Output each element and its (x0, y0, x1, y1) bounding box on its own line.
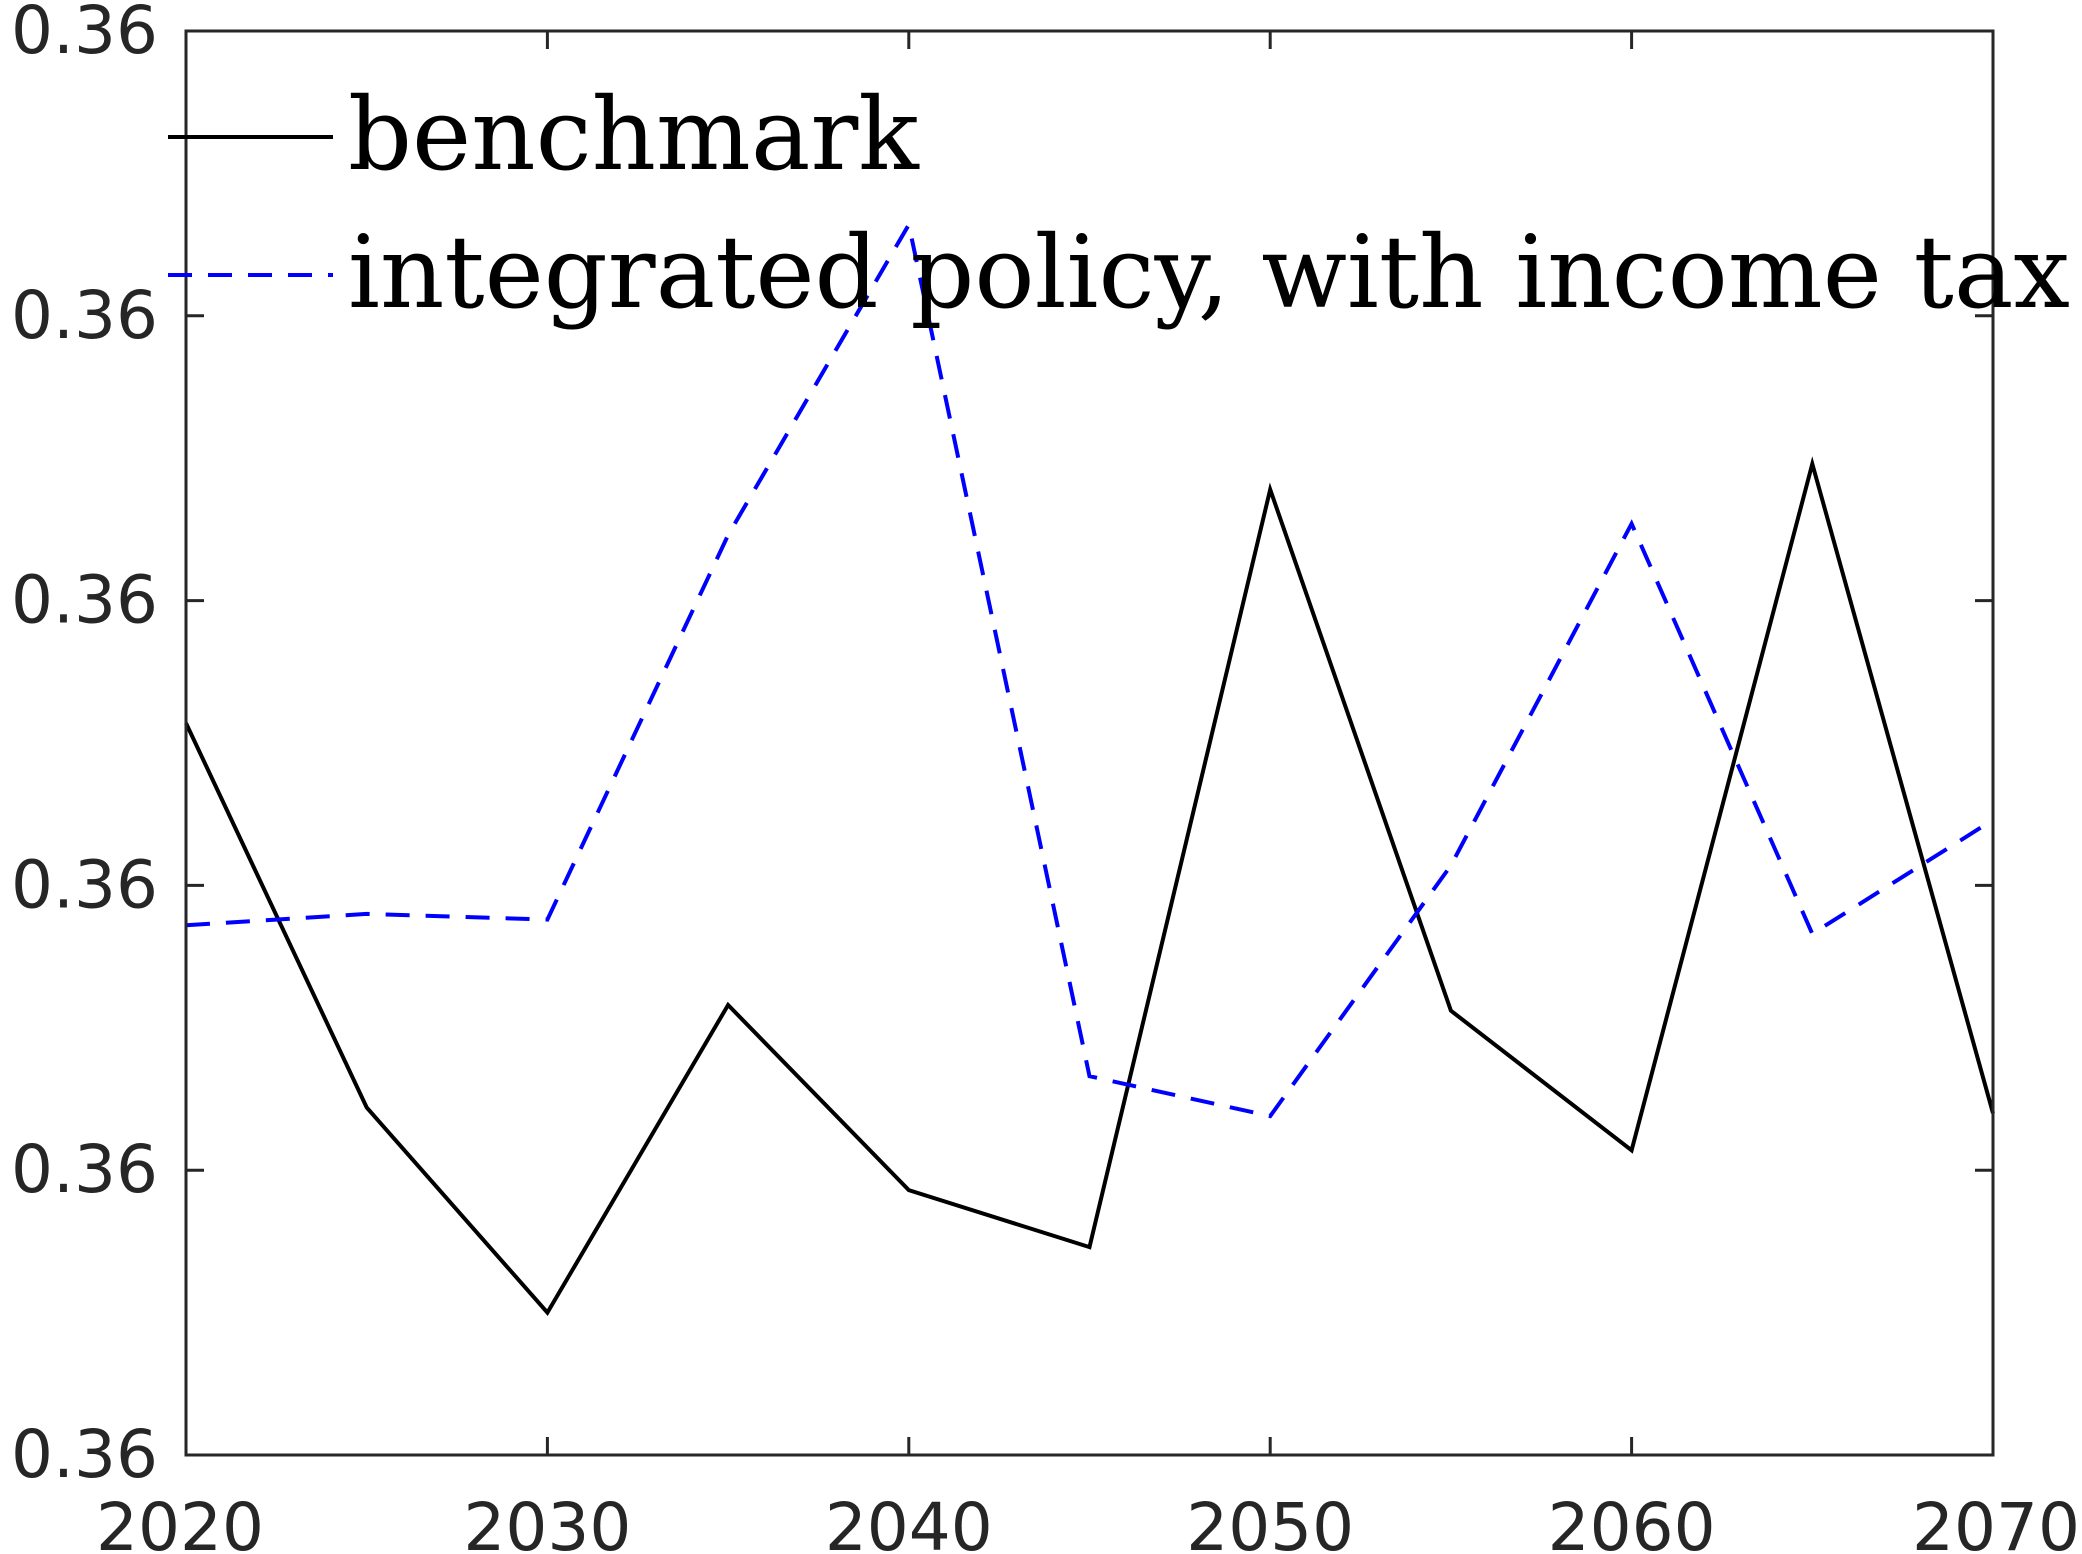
legend-label-1: benchmark (348, 76, 920, 193)
x-tick-label: 2040 (825, 1489, 993, 1554)
legend-label-2: integrated policy, with income tax (348, 214, 2070, 331)
x-tick-label: 2070 (1912, 1489, 2080, 1554)
x-tick-label: 2050 (1186, 1489, 1354, 1554)
legend: benchmark integrated policy, with income … (168, 76, 2070, 331)
ticks-layer: 2020 2030 2040 2050 2060 2070 0.36 0.36 0.36 0.36… (11, 0, 2080, 1554)
y-tick-label: 0.36 (11, 1416, 158, 1493)
y-tick-label: 0.36 (11, 0, 158, 69)
y-tick-label: 0.36 (11, 562, 158, 639)
series-line-1 (184, 456, 1995, 1316)
series-line-2 (185, 219, 1995, 1119)
plot-frame (184, 29, 1995, 1457)
series-layer (184, 219, 1995, 1316)
x-tick-label: 2020 (96, 1489, 264, 1554)
x-tick-label: 2030 (463, 1489, 631, 1554)
y-tick-label: 0.36 (11, 277, 158, 354)
y-tick-label: 0.36 (11, 1131, 158, 1208)
y-tick-label: 0.36 (11, 846, 158, 923)
x-tick-label: 2060 (1548, 1489, 1716, 1554)
